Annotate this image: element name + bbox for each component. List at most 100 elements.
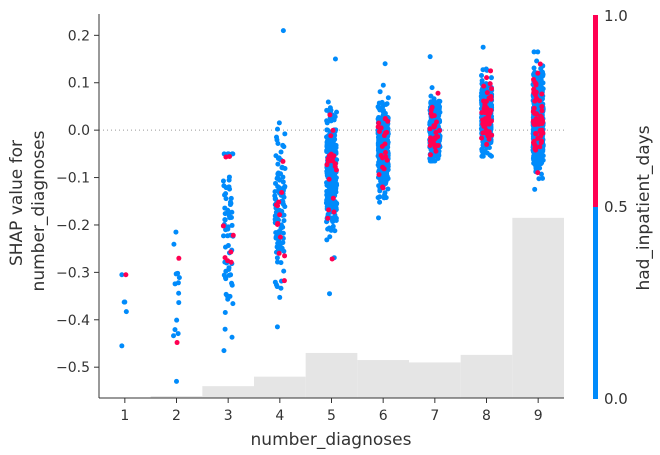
scatter-point-x9-high bbox=[540, 119, 546, 125]
scatter-point-x3-low bbox=[222, 217, 228, 223]
scatter-point-x9-high bbox=[533, 117, 539, 123]
scatter-point-x6-high bbox=[385, 118, 391, 124]
scatter-point-x3-low bbox=[220, 178, 226, 184]
y-tick-label: −0.3 bbox=[56, 265, 90, 281]
scatter-point-x6-low bbox=[385, 167, 391, 173]
scatter-point-x3-low bbox=[222, 205, 228, 211]
scatter-point-x9-low bbox=[531, 65, 537, 71]
scatter-point-x7-high bbox=[432, 135, 438, 141]
scatter-point-x5-low bbox=[326, 187, 332, 193]
scatter-point-x4-low bbox=[274, 175, 280, 181]
scatter-point-x5-high bbox=[326, 207, 332, 213]
scatter-point-x9-low bbox=[532, 160, 538, 166]
scatter-point-x4-low bbox=[279, 224, 285, 230]
scatter-point-x8-high bbox=[484, 90, 490, 96]
scatter-point-x8-high bbox=[486, 136, 492, 142]
scatter-point-x1-low bbox=[123, 309, 129, 315]
scatter-point-x5-high bbox=[332, 161, 338, 167]
scatter-point-x8-low bbox=[480, 67, 486, 73]
scatter-point-x9-high bbox=[535, 170, 541, 176]
scatter-point-x3-low bbox=[223, 227, 229, 233]
scatter-point-x6-low bbox=[377, 199, 383, 205]
scatter-point-x8-low bbox=[479, 87, 485, 93]
scatter-point-x9-low bbox=[539, 153, 545, 159]
scatter-point-x9-high bbox=[537, 113, 543, 119]
scatter-point-x4-low bbox=[281, 185, 287, 191]
scatter-point-x5-low bbox=[324, 237, 330, 243]
scatter-point-x3-low bbox=[223, 291, 229, 297]
scatter-point-x3-low bbox=[226, 272, 232, 278]
scatter-point-x4-low bbox=[280, 199, 286, 205]
y-tick-label: −0.4 bbox=[56, 313, 90, 329]
scatter-point-x5-low bbox=[324, 192, 330, 198]
scatter-point-x1-high bbox=[123, 272, 129, 278]
scatter-point-x6-low bbox=[385, 95, 391, 101]
scatter-point-x4-low bbox=[276, 120, 282, 126]
scatter-point-x9-high bbox=[536, 121, 542, 127]
scatter-point-x5-low bbox=[327, 234, 333, 240]
scatter-point-x2-low bbox=[173, 229, 179, 235]
axes: 0.2 0.1 0.0 −0.1 −0.2 −0.3 −0.4 −0.5 1 2 3 4 5 6 7 8 9 bbox=[56, 14, 564, 424]
scatter-point-x6-low bbox=[382, 122, 388, 128]
scatter-point-x4-low bbox=[277, 185, 283, 191]
scatter-point-x8-low bbox=[484, 150, 490, 156]
scatter-point-x4-low bbox=[281, 218, 287, 224]
scatter-point-x3-low bbox=[229, 334, 235, 340]
scatter-point-x4-low bbox=[277, 228, 283, 234]
scatter-point-x6-low bbox=[375, 195, 381, 201]
scatter-point-x9-low bbox=[534, 58, 540, 64]
scatter-point-x4-low bbox=[279, 164, 285, 170]
y-tick-label: −0.5 bbox=[56, 360, 90, 376]
colorbar-gradient bbox=[593, 15, 598, 399]
scatter-point-x3-low bbox=[228, 200, 234, 206]
scatter-point-x5-low bbox=[325, 172, 331, 178]
y-ticks: 0.2 0.1 0.0 −0.1 −0.2 −0.3 −0.4 −0.5 bbox=[56, 28, 99, 376]
scatter-point-x8-high bbox=[481, 98, 487, 104]
scatter-point-x5-high bbox=[324, 162, 330, 168]
scatter-point-x6-high bbox=[376, 172, 382, 178]
scatter-point-x3-low bbox=[225, 243, 231, 249]
scatter-point-x4-low bbox=[281, 248, 287, 254]
histogram-bar-6 bbox=[357, 360, 409, 398]
x-tick-label: 5 bbox=[327, 408, 336, 424]
scatter-point-x3-low bbox=[229, 222, 235, 228]
y-tick-label: −0.1 bbox=[56, 171, 90, 187]
histogram-bar-8 bbox=[460, 354, 513, 398]
scatter-point-x9-low bbox=[540, 175, 546, 181]
y-tick-label: 0.1 bbox=[68, 76, 90, 92]
x-tick-label: 7 bbox=[430, 408, 439, 424]
scatter-point-x9-high bbox=[539, 91, 545, 97]
scatter-point-x6-low bbox=[382, 61, 388, 67]
scatter-point-x9-high bbox=[532, 92, 538, 98]
scatter-point-x3-low bbox=[230, 301, 236, 307]
x-tick-label: 9 bbox=[534, 408, 543, 424]
scatter-point-x5-low bbox=[331, 117, 337, 123]
colorbar-tick-mid: 0.5 bbox=[604, 198, 628, 216]
scatter-point-x9-high bbox=[531, 122, 537, 128]
scatter-point-x4-high bbox=[277, 234, 283, 240]
scatter-point-x3-low bbox=[228, 195, 234, 201]
scatter-point-x2-low bbox=[175, 331, 181, 337]
scatter-point-x8-high bbox=[480, 117, 486, 123]
scatter-point-x7-high bbox=[433, 148, 439, 154]
scatter-point-x7-low bbox=[427, 54, 433, 60]
scatter-point-x9-high bbox=[531, 109, 537, 115]
scatter-point-x3-low bbox=[229, 280, 235, 286]
scatter-point-x7-high bbox=[428, 135, 434, 141]
scatter-point-x5-low bbox=[324, 147, 330, 153]
scatter-point-x4-low bbox=[274, 255, 280, 261]
scatter-point-x9-low bbox=[537, 85, 543, 91]
scatter-point-x2-low bbox=[173, 271, 179, 277]
scatter-point-x2-low bbox=[174, 378, 179, 384]
y-tick-label: 0.0 bbox=[68, 123, 90, 139]
scatter-point-x4-low bbox=[274, 284, 280, 290]
scatter-point-x4-low bbox=[278, 240, 284, 246]
histogram-bar-3 bbox=[202, 386, 254, 398]
y-tick-label: −0.2 bbox=[56, 218, 90, 234]
scatter-point-x4-low bbox=[272, 196, 278, 202]
scatter-point-x3-low bbox=[221, 183, 227, 189]
scatter-point-x9-high bbox=[535, 70, 541, 76]
scatter-point-x7-low bbox=[428, 100, 434, 106]
scatter-point-x7-high bbox=[432, 123, 438, 128]
scatter-point-x4-high bbox=[281, 278, 287, 284]
